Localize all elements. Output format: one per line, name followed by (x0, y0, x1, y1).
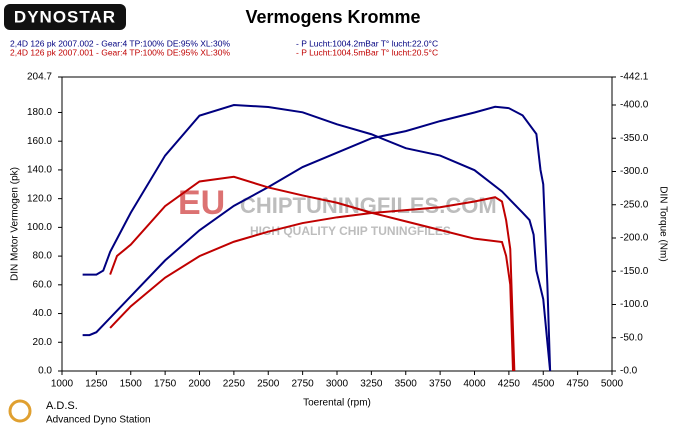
x-tick-label: 3750 (429, 379, 452, 390)
y2-tick-label: -400.0 (620, 100, 649, 111)
curve (82, 105, 552, 372)
y2-tick-label: -200.0 (620, 233, 649, 244)
x-tick-label: 2250 (223, 379, 246, 390)
x-axis-label: Toerental (rpm) (303, 398, 371, 409)
y-tick-label: 140.0 (27, 165, 52, 176)
y2-tick-label: -250.0 (620, 199, 649, 210)
legend-conditions: - P Lucht:1004.2mBar T° lucht:22.0°C (296, 38, 438, 48)
legend-entry: 2,4D 126 pk 2007.001 - Gear:4 TP:100% DE… (10, 47, 230, 57)
y-tick-label: 80.0 (33, 251, 53, 262)
x-tick-label: 3500 (395, 379, 418, 390)
y-tick-label: 204.7 (27, 72, 52, 83)
watermark-tagline: HIGH QUALITY CHIP TUNINGFILES (250, 224, 451, 238)
y-tick-label: 40.0 (33, 308, 53, 319)
y-tick-label: 120.0 (27, 193, 52, 204)
y2-tick-label: -100.0 (620, 299, 649, 310)
logo-box (4, 4, 126, 30)
y-tick-label: 20.0 (33, 337, 53, 348)
curve (109, 196, 516, 372)
x-tick-label: 2500 (257, 379, 280, 390)
chart-title: Vermogens Kromme (245, 7, 420, 27)
x-tick-label: 4500 (532, 379, 555, 390)
y-tick-label: 160.0 (27, 136, 52, 147)
y-tick-label: 0.0 (38, 366, 52, 377)
y-tick-label: 60.0 (33, 279, 53, 290)
y2-tick-label: -0.0 (620, 366, 638, 377)
x-tick-label: 1750 (154, 379, 177, 390)
curve (109, 175, 514, 372)
logo: DYNOSTAR (14, 7, 116, 26)
legend-entry: 2,4D 126 pk 2007.002 - Gear:4 TP:100% DE… (10, 38, 230, 48)
y2-tick-label: -300.0 (620, 166, 649, 177)
x-tick-label: 1250 (85, 379, 108, 390)
curve (82, 103, 552, 372)
x-tick-label: 3000 (326, 379, 349, 390)
legend-conditions: - P Lucht:1004.5mBar T° lucht:20.5°C (296, 47, 438, 57)
y2-tick-label: -350.0 (620, 133, 649, 144)
y2-tick-label: -150.0 (620, 266, 649, 277)
x-tick-label: 4000 (463, 379, 486, 390)
footer-subtitle: Advanced Dyno Station (46, 415, 151, 426)
x-tick-label: 1500 (120, 379, 143, 390)
x-tick-label: 3250 (360, 379, 383, 390)
y-tick-label: 180.0 (27, 107, 52, 118)
x-tick-label: 1000 (51, 379, 74, 390)
x-tick-label: 4250 (498, 379, 521, 390)
x-tick-label: 5000 (601, 379, 624, 390)
y-axis-label: DIN Motor Vermogen (pk) (10, 167, 21, 281)
footer-brand: A.D.S. (46, 400, 78, 412)
y2-tick-label: -50.0 (620, 332, 643, 343)
y-tick-label: 100.0 (27, 222, 52, 233)
x-tick-label: 4750 (567, 379, 590, 390)
y2-axis-label: DIN Torque (Nm) (657, 186, 668, 261)
x-tick-label: 2000 (188, 379, 211, 390)
y2-tick-label: -442.1 (620, 72, 649, 83)
ads-icon (8, 399, 32, 423)
x-tick-label: 2750 (292, 379, 315, 390)
